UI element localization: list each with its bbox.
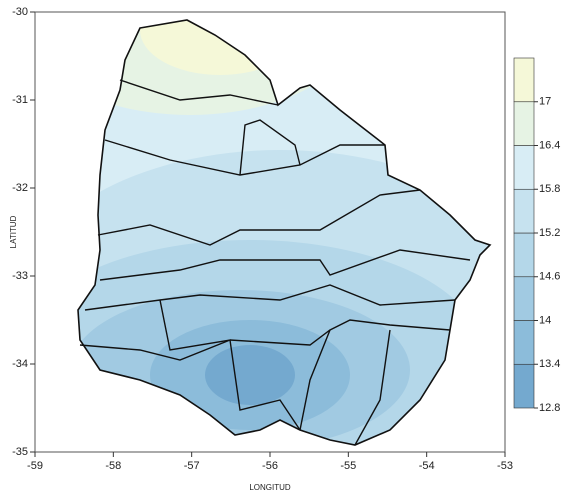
x-tick-label: -55	[340, 460, 356, 472]
y-tick-label: -35	[12, 446, 28, 458]
colorbar-tick-label: 14.6	[539, 271, 560, 283]
x-tick-label: -54	[419, 460, 435, 472]
colorbar-tick-label: 16.4	[539, 139, 560, 151]
colorbar-band	[513, 276, 535, 321]
colorbar-band	[513, 363, 535, 409]
colorbar-tick-label: 17	[539, 96, 551, 108]
y-tick-label: -30	[12, 6, 28, 18]
x-tick-label: -58	[105, 460, 121, 472]
x-tick-label: -57	[184, 460, 200, 472]
x-axis-label: LONGITUD	[249, 483, 291, 492]
colorbar-band	[513, 320, 535, 365]
colorbar-band	[513, 57, 535, 103]
x-tick-label: -56	[262, 460, 278, 472]
colorbar-band	[513, 101, 535, 146]
y-tick-label: -32	[12, 182, 28, 194]
y-tick-label: -31	[12, 94, 28, 106]
department-borders	[79, 79, 471, 446]
x-tick-label: -59	[27, 460, 43, 472]
colorbar-tick-label: 15.8	[539, 183, 560, 195]
colorbar-tick-label: 12.8	[539, 402, 560, 414]
colorbar-band	[513, 145, 535, 190]
contour-band	[205, 345, 295, 405]
y-tick-label: -33	[12, 270, 28, 282]
colorbar-tick-label: 13.4	[539, 358, 560, 370]
colorbar-band	[513, 232, 535, 278]
x-tick-label: -53	[497, 460, 513, 472]
colorbar-tick-label: 14	[539, 314, 551, 326]
y-axis-label: LATITUD	[9, 215, 18, 248]
y-tick-label: -34	[12, 358, 28, 370]
colorbar-tick-label: 15.2	[539, 227, 560, 239]
colorbar-band	[513, 188, 535, 234]
